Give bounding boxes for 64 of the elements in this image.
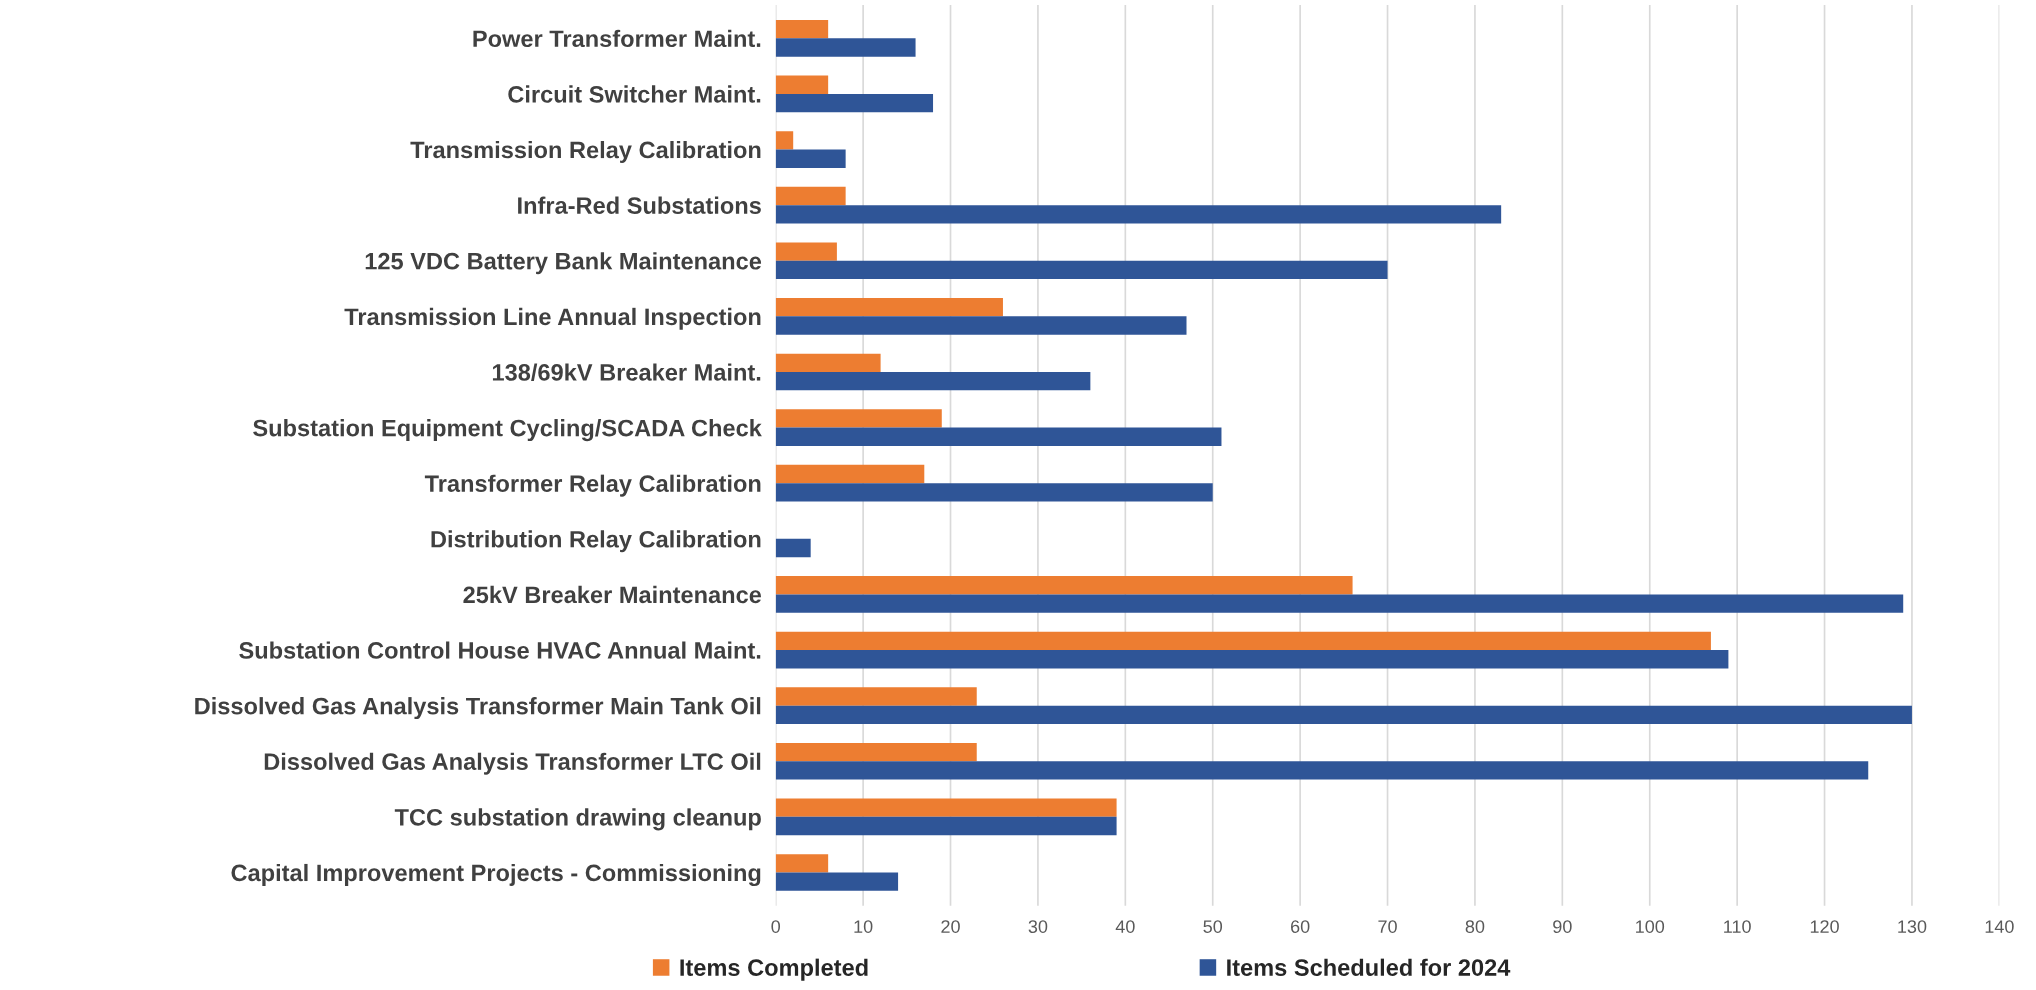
bar	[775, 149, 846, 168]
bar	[775, 353, 881, 372]
bar	[775, 298, 1003, 317]
bar	[775, 38, 916, 57]
bar	[775, 93, 934, 113]
x-tick-label: 110	[1724, 920, 1751, 933]
bar	[775, 483, 1213, 502]
bar	[775, 19, 829, 39]
y-tick-label: Capital Improvement Projects - Commissioning	[231, 863, 761, 887]
bar	[775, 242, 837, 261]
bar	[775, 650, 1729, 669]
y-tick-label: Distribution Relay Calibration	[431, 530, 761, 553]
bar	[775, 705, 1912, 724]
legend-label: Items Scheduled for 2024	[1227, 958, 1511, 976]
bar	[775, 538, 811, 558]
bar	[775, 409, 942, 428]
y-tick-label: Infra-Red Substations	[518, 196, 761, 214]
bar	[775, 464, 925, 484]
y-tick-label: TCC substation drawing cleanup	[394, 808, 761, 831]
x-tick-label: 60	[1291, 920, 1310, 933]
y-tick-label: Transmission Relay Calibration	[410, 140, 761, 163]
bar	[775, 576, 1353, 595]
x-tick-label: 140	[1985, 920, 2014, 933]
bar	[775, 75, 829, 94]
x-tick-label: 100	[1636, 920, 1665, 933]
bar	[775, 427, 1222, 446]
y-tick-label: Circuit Switcher Maint.	[508, 85, 761, 103]
bar	[775, 872, 899, 891]
bar	[775, 186, 846, 206]
legend-label: Items Completed	[680, 958, 868, 981]
x-tick-label: 50	[1203, 920, 1223, 933]
y-tick-label: 125 VDC Battery Bank Maintenance	[365, 252, 762, 275]
bar	[775, 316, 1187, 335]
y-tick-label: Transmission Line Annual Inspection	[344, 307, 761, 330]
y-tick-label: 25kV Breaker Maintenance	[463, 585, 762, 604]
y-tick-label: Substation Control House HVAC Annual Maint.	[239, 641, 761, 659]
x-tick-label: 130	[1898, 920, 1927, 933]
x-tick-label: 80	[1465, 920, 1485, 933]
bar	[775, 854, 829, 873]
x-tick-label: 120	[1810, 920, 1839, 933]
y-tick-label: Power Transformer Maint.	[473, 29, 761, 48]
bar	[775, 798, 1117, 817]
bar	[775, 371, 1091, 391]
bar	[775, 131, 794, 150]
bar	[775, 816, 1117, 836]
y-tick-label: Transformer Relay Calibration	[424, 474, 761, 497]
bar	[775, 687, 977, 706]
bar	[775, 205, 1502, 224]
bar	[775, 742, 977, 762]
x-tick-label: 0	[771, 920, 781, 933]
y-tick-label: Dissolved Gas Analysis Transformer Main Tank Oil	[195, 697, 761, 720]
x-tick-label: 10	[854, 920, 873, 933]
x-tick-label: 30	[1028, 920, 1048, 933]
bar	[775, 594, 1904, 613]
bar	[775, 761, 1869, 780]
bar	[775, 260, 1388, 280]
x-tick-label: 90	[1553, 920, 1572, 933]
bar	[775, 631, 1711, 651]
y-tick-label: 138/69kV Breaker Maint.	[492, 363, 761, 382]
x-tick-label: 40	[1115, 920, 1135, 933]
x-tick-label: 20	[941, 920, 960, 933]
x-tick-label: 70	[1378, 920, 1397, 933]
y-tick-label: Dissolved Gas Analysis Transformer LTC Oil	[264, 752, 761, 775]
y-tick-label: Substation Equipment Cycling/SCADA Check	[253, 419, 762, 442]
